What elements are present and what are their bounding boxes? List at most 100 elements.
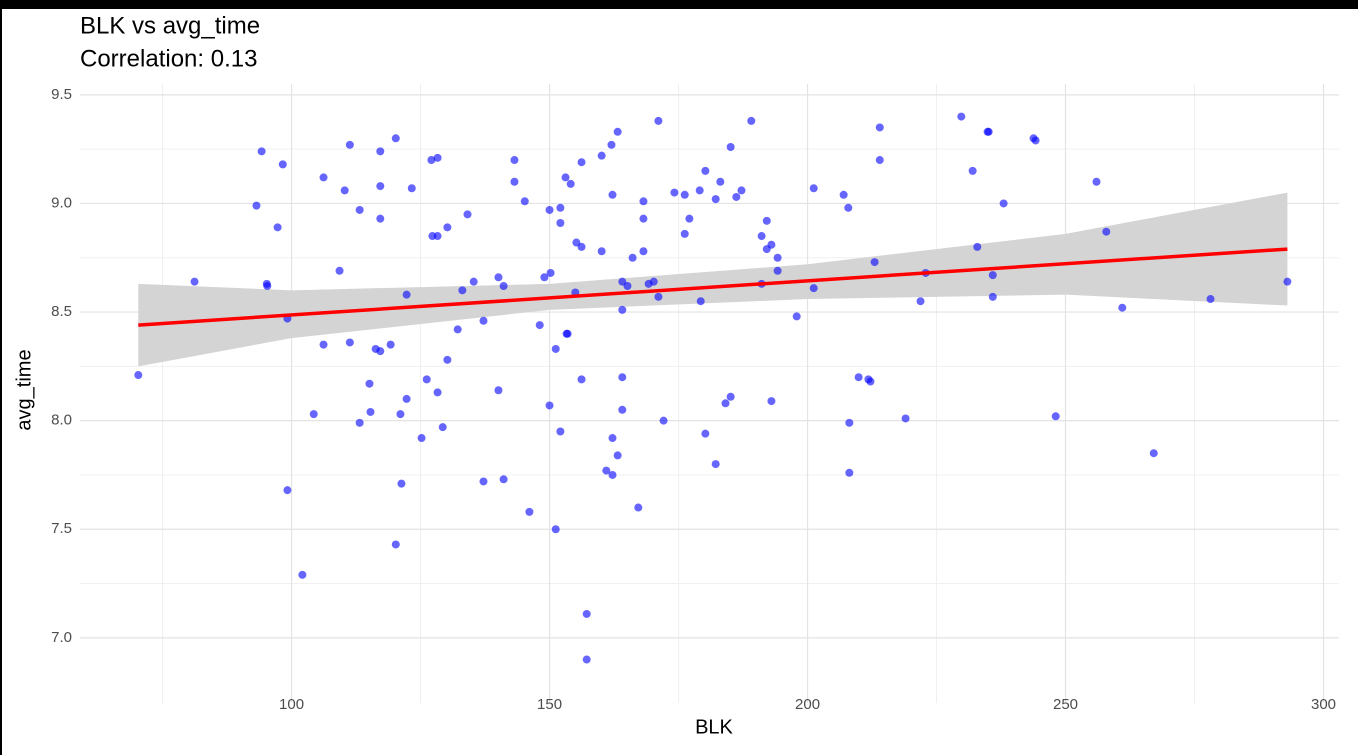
point: [623, 281, 632, 290]
point: [602, 466, 611, 475]
point: [402, 394, 411, 403]
point: [376, 182, 385, 191]
point: [376, 147, 385, 156]
point: [1283, 277, 1292, 286]
point: [721, 399, 730, 408]
point: [499, 475, 508, 484]
point: [726, 392, 735, 401]
point: [499, 281, 508, 290]
point: [695, 186, 704, 195]
point: [1102, 227, 1111, 236]
point: [417, 434, 426, 443]
point: [670, 188, 679, 197]
x-tick-label: 250: [1053, 696, 1078, 713]
point: [732, 192, 741, 201]
point: [494, 273, 503, 282]
point: [546, 268, 555, 277]
point: [809, 184, 818, 193]
point: [685, 214, 694, 223]
point: [773, 253, 782, 262]
point: [443, 355, 452, 364]
point: [365, 379, 374, 388]
point: [433, 232, 442, 241]
point: [680, 229, 689, 238]
regression-line: [138, 247, 1288, 327]
point: [845, 418, 854, 427]
point: [711, 195, 720, 204]
point: [556, 203, 565, 212]
point: [639, 197, 648, 206]
point: [767, 240, 776, 249]
point: [999, 199, 1008, 208]
point: [762, 216, 771, 225]
point: [283, 486, 292, 495]
y-tick-label: 7.0: [51, 629, 72, 646]
x-tick-label: 150: [537, 696, 562, 713]
point: [1051, 412, 1060, 421]
point: [263, 281, 272, 290]
frame-left: [0, 0, 2, 755]
frame-top: [0, 0, 1358, 9]
point: [190, 277, 199, 286]
point: [696, 297, 705, 306]
point: [335, 266, 344, 275]
point: [463, 210, 472, 219]
point: [520, 197, 529, 206]
point: [844, 203, 853, 212]
x-axis-label: BLK: [695, 716, 733, 738]
point: [957, 112, 966, 121]
point: [716, 177, 725, 186]
point: [391, 540, 400, 549]
point: [1092, 177, 1101, 186]
point: [757, 232, 766, 241]
point: [639, 247, 648, 256]
point: [551, 525, 560, 534]
point: [613, 451, 622, 460]
point: [988, 292, 997, 301]
point: [726, 142, 735, 151]
point: [577, 375, 586, 384]
point: [443, 223, 452, 232]
point: [984, 127, 993, 136]
point: [252, 201, 261, 210]
point: [319, 173, 328, 182]
point: [659, 416, 668, 425]
point: [901, 414, 910, 423]
grid: [80, 84, 1339, 703]
point: [376, 214, 385, 223]
point: [257, 147, 266, 156]
point: [551, 344, 560, 353]
point: [577, 242, 586, 251]
point: [386, 340, 395, 349]
point: [494, 386, 503, 395]
point: [563, 329, 572, 338]
y-tick-label: 9.5: [51, 86, 72, 103]
point: [340, 186, 349, 195]
x-tick-label: 300: [1311, 696, 1336, 713]
point: [875, 123, 884, 132]
point: [845, 468, 854, 477]
chart-subtitle: Correlation: 0.13: [80, 45, 257, 72]
point: [479, 477, 488, 486]
point: [916, 297, 925, 306]
point: [1149, 449, 1158, 458]
point: [298, 570, 307, 579]
point: [469, 277, 478, 286]
point: [577, 158, 586, 167]
point: [773, 266, 782, 275]
point: [273, 223, 282, 232]
point: [566, 179, 575, 188]
point: [767, 397, 776, 406]
point: [545, 401, 554, 410]
point: [618, 373, 627, 382]
x-tick-label: 100: [279, 696, 304, 713]
point: [634, 503, 643, 512]
point: [453, 325, 462, 334]
point: [608, 190, 617, 199]
point: [870, 258, 879, 267]
point: [391, 134, 400, 143]
point: [649, 277, 658, 286]
point: [701, 166, 710, 175]
point: [639, 214, 648, 223]
point: [792, 312, 801, 321]
